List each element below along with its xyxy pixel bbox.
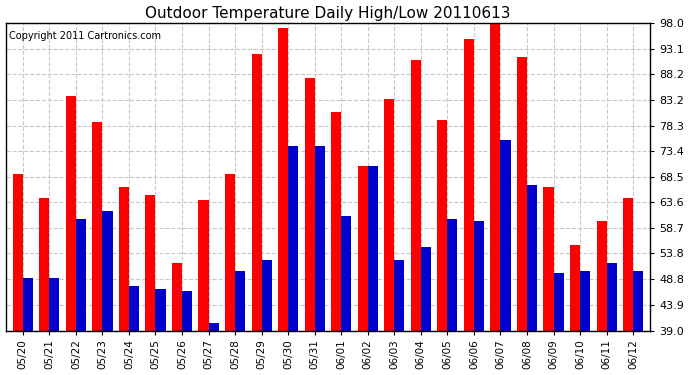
Bar (384, 99, 394, 375)
Bar (39, 198, 50, 375)
Bar (182, 291, 192, 375)
Bar (597, 221, 607, 375)
Bar (411, 60, 421, 375)
Bar (199, 200, 208, 375)
Bar (464, 39, 474, 375)
Bar (544, 187, 553, 375)
Bar (76, 219, 86, 375)
Bar (129, 286, 139, 375)
Bar (252, 54, 262, 375)
Bar (172, 263, 182, 375)
Bar (235, 271, 245, 375)
Bar (527, 184, 537, 375)
Bar (315, 146, 325, 375)
Bar (368, 166, 378, 375)
Bar (278, 28, 288, 375)
Bar (262, 260, 272, 375)
Bar (553, 273, 564, 375)
Bar (331, 112, 342, 375)
Bar (437, 120, 447, 375)
Bar (491, 23, 500, 375)
Text: Copyright 2011 Cartronics.com: Copyright 2011 Cartronics.com (9, 31, 161, 41)
Title: Outdoor Temperature Daily High/Low 20110613: Outdoor Temperature Daily High/Low 20110… (145, 6, 511, 21)
Bar (23, 278, 33, 375)
Bar (580, 271, 590, 375)
Bar (570, 244, 580, 375)
Bar (304, 78, 315, 375)
Bar (447, 219, 457, 375)
Bar (146, 195, 155, 375)
Bar (394, 260, 404, 375)
Bar (342, 216, 351, 375)
Bar (421, 247, 431, 375)
Bar (623, 198, 633, 375)
Bar (208, 323, 219, 375)
Bar (225, 174, 235, 375)
Bar (288, 146, 298, 375)
Bar (474, 221, 484, 375)
Bar (607, 263, 617, 375)
Bar (119, 187, 129, 375)
Bar (500, 140, 511, 375)
Bar (12, 174, 23, 375)
Bar (633, 271, 643, 375)
Bar (155, 289, 166, 375)
Bar (92, 122, 102, 375)
Bar (50, 278, 59, 375)
Bar (357, 166, 368, 375)
Bar (66, 96, 76, 375)
Bar (102, 211, 112, 375)
Bar (517, 57, 527, 375)
